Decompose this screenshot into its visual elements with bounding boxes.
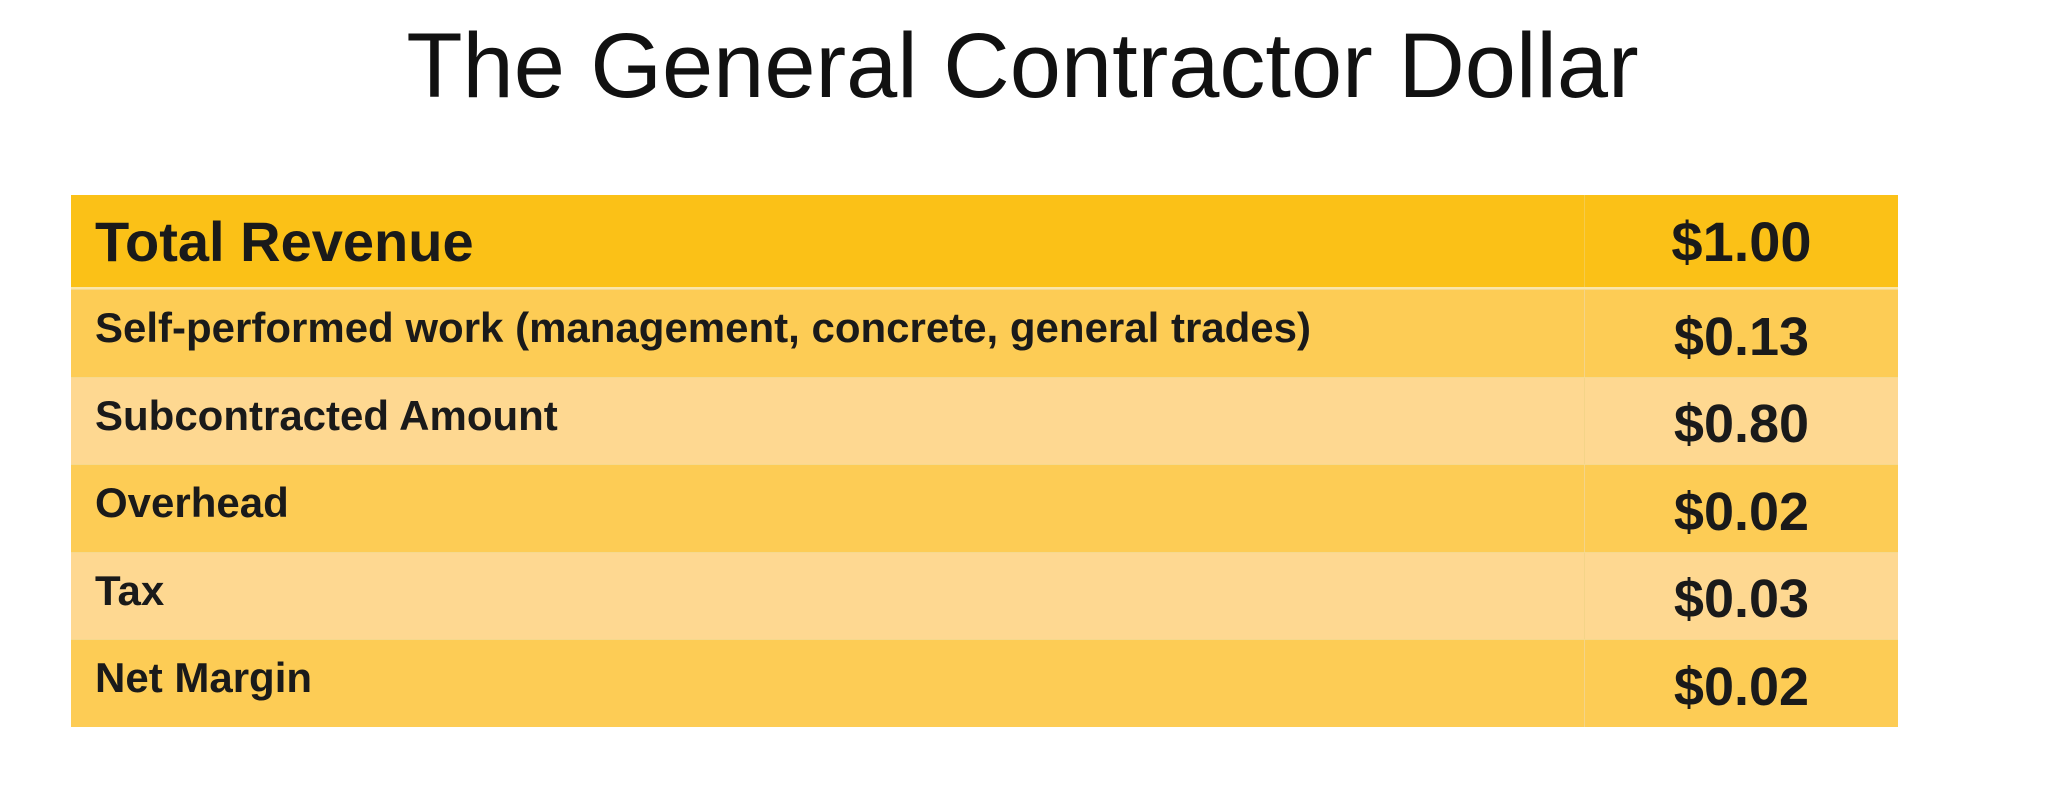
row-value: $0.13 (1673, 306, 1810, 367)
row-value: $0.02 (1673, 656, 1810, 717)
table-row: Self-performed work (management, concret… (71, 289, 1898, 377)
table-row: Subcontracted Amount $0.80 (71, 377, 1898, 464)
row-value: $0.03 (1673, 569, 1810, 629)
row-value: $0.02 (1673, 481, 1810, 542)
page-title: The General Contractor Dollar (406, 15, 1639, 117)
row-label: Subcontracted Amount (71, 378, 1585, 464)
row-label: Net Margin (71, 640, 1585, 727)
table-row: Overhead $0.02 (71, 464, 1898, 552)
table-row: Net Margin $0.02 (71, 639, 1898, 727)
total-revenue-value: $1.00 (1671, 209, 1812, 273)
revenue-breakdown-table: Total Revenue $1.00 Self-performed work … (71, 195, 1898, 727)
table-row: Tax $0.03 (71, 552, 1898, 639)
row-label: Self-performed work (management, concret… (71, 290, 1585, 377)
table-header-row: Total Revenue $1.00 (71, 195, 1898, 289)
row-label: Overhead (71, 465, 1585, 552)
row-value: $0.80 (1673, 394, 1810, 454)
total-revenue-label: Total Revenue (71, 195, 1585, 287)
row-label: Tax (71, 553, 1585, 639)
